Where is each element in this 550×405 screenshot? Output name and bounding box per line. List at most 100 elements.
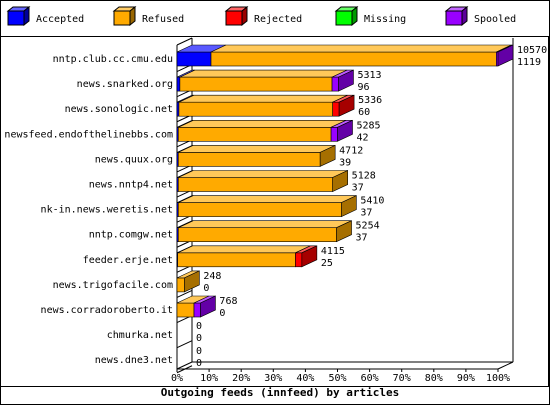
- total-label: 4115: [321, 246, 345, 257]
- x-tick-label: 10%: [200, 373, 218, 384]
- bar-segment-side: [336, 220, 352, 243]
- x-tick-label: 100%: [486, 373, 510, 384]
- accepted-label: 96: [357, 82, 369, 93]
- y-tick-label: news.snarked.org: [77, 79, 173, 90]
- x-tick-label: 20%: [232, 373, 250, 384]
- x-tick-label: 90%: [457, 373, 475, 384]
- bar-segment: [176, 76, 181, 92]
- bar-segment-side: [337, 119, 353, 142]
- x-tick-label: 50%: [328, 373, 346, 384]
- bar-segment-top: [179, 69, 348, 78]
- total-label: 5128: [352, 171, 376, 182]
- floor-left: [176, 361, 193, 370]
- bar-segment: [177, 202, 342, 217]
- accepted-label: 0: [196, 333, 202, 344]
- y-tick-label: nntp.club.cc.cmu.edu: [53, 54, 173, 65]
- y-tick-label: news.dne3.net: [95, 355, 173, 366]
- bar-segment-top: [178, 170, 348, 178]
- y-tick-label: newsfeed.endofthelinebbs.com: [4, 129, 173, 140]
- bar-segment-side: [338, 94, 355, 117]
- legend-label: Accepted: [36, 14, 84, 25]
- x-tick-label: 40%: [296, 373, 314, 384]
- bar-segment-top: [178, 195, 357, 203]
- bar-segment: [179, 76, 333, 92]
- row-separator: [176, 340, 193, 349]
- legend-swatch-side: [351, 5, 358, 27]
- y-tick-label: news.quux.org: [95, 154, 173, 165]
- row-separator: [176, 289, 193, 298]
- total-label: 248: [203, 271, 221, 282]
- legend-label: Refused: [142, 14, 184, 25]
- bar-segment: [177, 152, 321, 167]
- x-tick-label: 60%: [361, 373, 379, 384]
- plot-frame: [0, 36, 549, 387]
- legend-swatch: [335, 10, 353, 26]
- x-tick-label: 70%: [393, 373, 411, 384]
- accepted-label: 60: [358, 107, 370, 118]
- legend-swatch: [113, 10, 131, 26]
- row-separator: [176, 365, 193, 374]
- bar-segment: [177, 252, 296, 268]
- bar-segment-side: [497, 44, 514, 67]
- legend-swatch-side: [23, 5, 30, 27]
- bar-segment-top: [178, 220, 352, 228]
- x-axis-title: Outgoing feeds (innfeed) by articles: [161, 386, 399, 399]
- accepted-label: 37: [352, 183, 364, 194]
- bar-segment: [177, 127, 332, 142]
- bar-segment-side: [338, 69, 354, 92]
- bar-segment: [178, 101, 333, 117]
- total-label: 5336: [358, 95, 382, 106]
- legend-swatch: [225, 10, 243, 26]
- x-tick-label: 0%: [171, 373, 183, 384]
- legend-label: Rejected: [254, 14, 302, 25]
- wall-top: [176, 37, 193, 46]
- y-tick-label: feeder.erje.net: [83, 255, 173, 266]
- total-label: 0: [196, 346, 202, 357]
- legend-swatch-side: [129, 5, 136, 27]
- bar-segment: [177, 177, 333, 192]
- accepted-label: 1119: [517, 57, 541, 68]
- floor-right: [497, 361, 514, 370]
- y-tick-label: nk-in.news.weretis.net: [41, 205, 173, 216]
- bar-segment: [176, 51, 212, 67]
- bar-segment-top: [178, 120, 347, 128]
- bar-segment-top: [177, 245, 311, 254]
- bar-segment-side: [200, 295, 216, 318]
- bar-segment-top: [178, 145, 336, 153]
- accepted-label: 0: [219, 308, 225, 319]
- total-label: 10570: [517, 45, 547, 56]
- bar-segment: [210, 51, 497, 67]
- legend-swatch-side: [241, 5, 248, 27]
- legend-swatch-side: [461, 5, 468, 27]
- accepted-label: 37: [356, 233, 368, 244]
- total-label: 768: [219, 296, 237, 307]
- total-label: 0: [196, 321, 202, 332]
- y-tick-label: nntp.comgw.net: [89, 230, 173, 241]
- y-tick-label: news.sonologic.net: [65, 104, 173, 115]
- legend-swatch: [445, 10, 463, 26]
- bar-segment: [176, 277, 185, 293]
- legend-label: Missing: [364, 14, 406, 25]
- bar-segment-top: [210, 44, 512, 53]
- bar-segment: [295, 252, 303, 268]
- accepted-label: 37: [360, 208, 372, 219]
- accepted-label: 0: [196, 358, 202, 369]
- total-label: 5285: [357, 120, 381, 131]
- y-tick-label: news.corradoroberto.it: [41, 305, 173, 316]
- total-label: 4712: [339, 145, 363, 156]
- y-tick-label: chmurka.net: [107, 330, 173, 341]
- y-tick-label: news.nntp4.net: [89, 180, 173, 191]
- bar-segment-side: [332, 170, 348, 192]
- total-label: 5254: [356, 221, 380, 232]
- legend-swatch: [7, 10, 25, 26]
- bar-segment: [193, 302, 201, 318]
- bar-segment: [176, 302, 195, 318]
- bar-segment: [332, 101, 340, 117]
- bar-segment-side: [184, 270, 200, 293]
- accepted-label: 42: [357, 132, 369, 143]
- bar-segment-side: [341, 195, 357, 218]
- total-label: 5410: [360, 196, 384, 207]
- bar-segment: [330, 127, 338, 142]
- bar-segment-side: [319, 144, 336, 167]
- y-tick-label: news.trigofacile.com: [53, 280, 173, 291]
